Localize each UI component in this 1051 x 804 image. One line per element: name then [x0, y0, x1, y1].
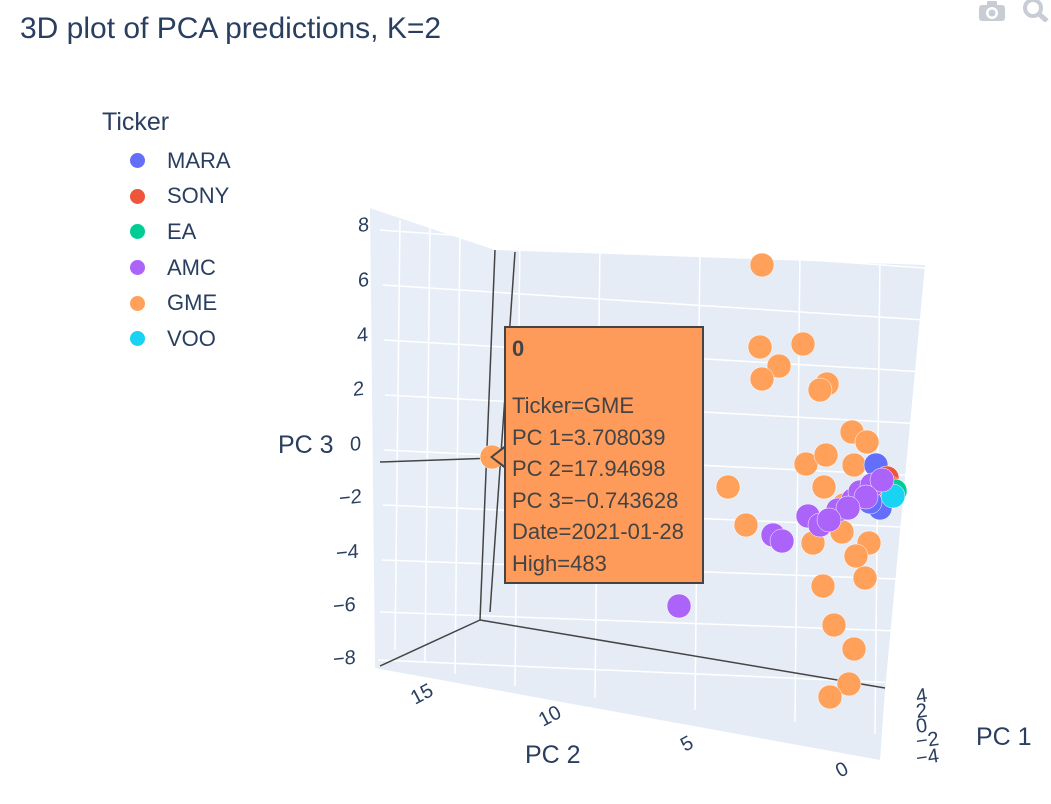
data-point-gme[interactable]	[807, 377, 833, 403]
camera-icon[interactable]	[977, 0, 1007, 22]
legend-marker	[130, 153, 145, 169]
y-tick-label: 0	[832, 758, 852, 783]
modebar	[977, 0, 1051, 24]
hover-line: PC 2=17.94698	[512, 456, 666, 481]
hover-tooltip: 0 Ticker=GME PC 1=3.708039 PC 2=17.94698…	[504, 326, 704, 584]
hover-line: High=483	[512, 550, 607, 576]
z-tick-label: 6	[358, 269, 369, 292]
data-point-gme[interactable]	[747, 334, 773, 360]
z-tick-label: 8	[358, 214, 369, 237]
y-axis-title: PC 2	[525, 741, 581, 769]
data-point-gme[interactable]	[821, 612, 847, 638]
chart-title: 3D plot of PCA predictions, K=2	[20, 12, 442, 45]
legend-marker	[130, 260, 145, 276]
hover-line: Ticker=GME	[512, 393, 635, 418]
data-point-amc[interactable]	[853, 484, 879, 510]
z-tick-label: 2	[353, 378, 364, 401]
data-point-gme[interactable]	[766, 353, 792, 379]
legend-label: AMC	[167, 254, 216, 280]
z-tick-label: −4	[336, 541, 359, 565]
legend-marker	[130, 331, 145, 347]
legend-title: Ticker	[102, 108, 170, 136]
legend-label: VOO	[167, 325, 216, 351]
legend: Ticker MARA SONY EA AMC GME VOO	[102, 108, 231, 357]
z-tick-label: −8	[333, 647, 356, 671]
scatter-points	[479, 252, 908, 710]
data-point-gme[interactable]	[733, 512, 759, 538]
legend-item-voo[interactable]: VOO	[102, 321, 231, 357]
x-axis-title: PC 1	[976, 723, 1032, 751]
z-tick-label: 0	[350, 433, 361, 456]
x-tick-label: −4	[915, 745, 941, 770]
x-tick-label: 4	[915, 685, 929, 708]
hover-line: Date=2021-01-28	[512, 519, 684, 544]
data-point-amc[interactable]	[835, 495, 861, 521]
data-point-gme[interactable]	[841, 636, 867, 662]
data-point-gme[interactable]	[810, 573, 836, 599]
y-tick-label: 10	[535, 702, 565, 732]
legend-label: EA	[167, 218, 197, 244]
z-axis-ticks: 8 6 4 2 0 −2 −4 −6 −8	[333, 214, 369, 671]
legend-label: MARA	[167, 147, 231, 173]
legend-item-amc[interactable]: AMC	[102, 250, 231, 286]
data-point-gme[interactable]	[749, 252, 775, 278]
data-point-gme[interactable]	[843, 543, 869, 569]
hover-line: PC 3=−0.743628	[512, 487, 679, 513]
z-tick-label: 4	[357, 324, 368, 347]
z-axis-title: PC 3	[278, 431, 334, 459]
data-point-amc[interactable]	[769, 528, 795, 554]
hover-line: PC 1=3.708039	[512, 424, 666, 450]
floor	[375, 620, 885, 760]
zoom-icon[interactable]	[1021, 0, 1051, 22]
data-point-gme[interactable]	[749, 366, 775, 392]
data-point-amc[interactable]	[816, 507, 842, 533]
hover-title: 0	[512, 336, 525, 361]
data-point-gme[interactable]	[854, 429, 880, 455]
y-tick-label: 15	[407, 680, 437, 710]
z-tick-label: −2	[339, 486, 362, 510]
legend-marker	[130, 224, 145, 240]
x-tick-label: 0	[915, 715, 929, 738]
legend-item-gme[interactable]: GME	[102, 285, 231, 321]
back-wall	[370, 208, 495, 668]
legend-marker	[130, 188, 145, 204]
data-point-gme[interactable]	[817, 684, 843, 710]
data-point-gme[interactable]	[841, 452, 867, 478]
data-point-amc[interactable]	[666, 593, 692, 619]
data-point-gme[interactable]	[813, 442, 839, 468]
data-point-amc[interactable]	[869, 467, 895, 493]
legend-item-mara[interactable]: MARA	[102, 143, 231, 179]
x-tick-label: −2	[915, 728, 941, 753]
axis-lines	[379, 249, 886, 689]
legend-label: GME	[167, 290, 218, 316]
data-point-gme[interactable]	[836, 671, 862, 697]
legend-label: SONY	[167, 183, 230, 209]
x-axis-ticks: 420−2−4	[915, 685, 941, 770]
legend-item-ea[interactable]: EA	[102, 214, 231, 250]
x-tick-label: 2	[915, 700, 929, 723]
y-tick-label: 5	[677, 732, 697, 757]
data-point-gme[interactable]	[715, 474, 741, 500]
data-point-gme[interactable]	[811, 474, 837, 500]
z-tick-label: −6	[333, 594, 356, 618]
data-point-gme[interactable]	[852, 565, 878, 591]
legend-marker	[130, 295, 145, 311]
hover-arrow-fill	[493, 448, 505, 466]
legend-item-sony[interactable]: SONY	[102, 179, 231, 215]
data-point-gme[interactable]	[790, 331, 816, 357]
